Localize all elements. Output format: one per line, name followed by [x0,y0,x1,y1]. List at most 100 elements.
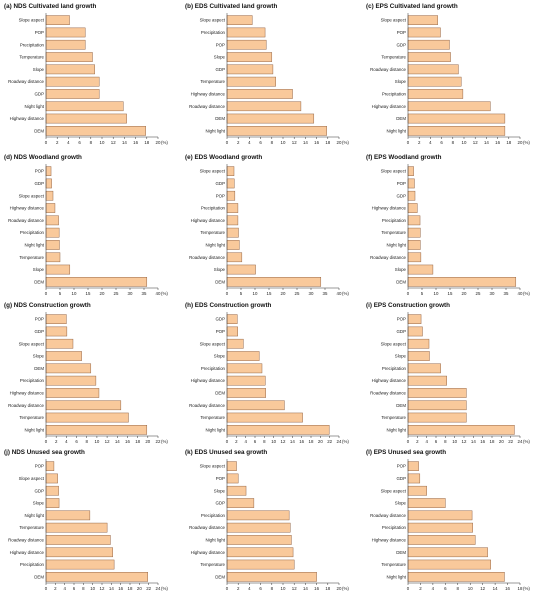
panel-11-tick-label: 12 [292,586,297,591]
panel-8-bar [226,412,303,423]
panel-7-bar [45,400,122,411]
panel-2-bar [226,15,253,25]
panel-8-category-label: DEM [215,390,225,395]
panel-1-bar [45,126,146,136]
panel-6-tick-label: 0 [407,291,410,296]
panel-1-bar [45,64,95,75]
panel-8-category-label: Night light [205,427,225,432]
panel-6-bar [407,203,418,213]
panel-2-bar [226,27,266,38]
panel-12-tick-label: 2 [419,586,422,591]
panel-9-tick-label: 24 [518,439,523,444]
panel-12-bar [407,498,446,508]
panel-11-category-label: GDP [215,501,225,506]
panel-8-category-label: Highway distance [191,378,226,383]
panel-6-bar [407,277,517,287]
panel-6-category-label: Highway distance [372,206,407,211]
panel-10-bar [45,547,113,558]
panel-12-category-label: POP [397,464,406,469]
panel-1-category-label: Slope [33,67,45,72]
panel-4-title: (d) NDS Woodland growth [4,154,82,161]
panel-8-title: (h) EDS Construction growth [185,302,272,309]
panel-3-bar [407,27,441,38]
panel-12-unit-label: (%) [523,586,530,591]
panel-7-tick-label: 18 [135,439,140,444]
panel-6-tick-label: 15 [448,291,453,296]
panel-2-category-label: Roadway distance [189,104,225,109]
panel-10-category-label: Night light [24,513,44,518]
panel-2-category-label: DEM [215,116,225,121]
panel-1-category-label: Precipitation [20,42,45,47]
panel-1-tick-label: 16 [133,140,138,145]
panel-10-title: (j) NDS Unused sea growth [4,449,85,456]
panel-11-bar [226,485,247,496]
panel-7-category-label: Slope [33,354,45,359]
panel-4-bar [45,252,61,263]
panel-2-title: (b) EDS Cultivated land growth [185,3,278,10]
panel-11-bar [226,510,290,521]
panel-11-tick-label: 16 [314,586,319,591]
panel-11-category-label: Precipitation [201,513,226,518]
panel-4-bar [45,166,52,176]
panel-7-bar [45,388,100,398]
panel-9-tick-label: 18 [490,439,495,444]
panel-9-bar [407,412,467,423]
panel-8-category-label: GDP [215,317,225,322]
panel-4-tick-label: 10 [72,291,77,296]
panel-3-tick-label: 4 [429,140,432,145]
panel-10-bar [45,559,115,570]
panel-6-bar [407,240,421,250]
panel-8-tick-label: 20 [318,439,323,444]
panel-3-category-label: Night light [386,128,406,133]
panel-3-tick-label: 10 [462,140,467,145]
panel-9-category-label: POP [397,317,406,322]
panel-4-category-label: Slope aspect [19,193,45,198]
panel-9-bar [407,338,430,349]
panel-1-bar [45,52,93,62]
panel-3-tick-label: 18 [506,140,511,145]
panel-7-bar [45,326,68,337]
panel-1-category-label: Temperature [19,55,44,60]
panel-8-bar [226,326,238,337]
panel-12-bar [407,510,473,521]
panel-3-tick-label: 20 [518,140,523,145]
panel-11-tick-label: 8 [271,586,274,591]
panel-8-category-label: POP [216,329,225,334]
panel-7-category-label: Roadway distance [8,403,44,408]
panel-1-tick-label: 10 [100,140,105,145]
panel-3-tick-label: 16 [495,140,500,145]
panel-8-tick-label: 22 [327,439,332,444]
panel-3-category-label: Temperature [381,55,406,60]
panel-9-tick-label: 12 [462,439,467,444]
panel-8-tick-label: 10 [271,439,276,444]
panel-3-category-label: DEM [396,116,406,121]
panel-3-category-label: POP [397,30,406,35]
panel-5-bar [226,240,240,250]
panel-1-bar [45,27,86,38]
panel-5-category-label: Precipitation [201,206,226,211]
panel-10-tick-label: 0 [45,586,48,591]
panel-9-category-label: Precipitation [382,366,407,371]
panel-5-category-label: Highway distance [191,218,226,223]
panel-11-category-label: Highway distance [191,550,226,555]
panel-7-bar [45,338,74,349]
panel-5-bar [226,203,239,213]
panel-1-tick-label: 2 [56,140,59,145]
panel-12-tick-label: 4 [432,586,435,591]
panel-10-category-label: Highway distance [10,550,45,555]
panel-10-category-label: Slope [33,501,45,506]
panel-1-tick-label: 14 [122,140,127,145]
panel-12-tick-label: 8 [457,586,460,591]
panel-2-tick-label: 6 [259,140,262,145]
panel-11-tick-label: 10 [281,586,286,591]
panel-12-category-label: Temperature [381,562,406,567]
panel-2-category-label: Highway distance [191,91,226,96]
panel-2-bar [226,64,274,75]
panel-4-bar [45,203,56,213]
panel-9-bar [407,400,467,411]
panel-10-bar [45,461,55,471]
panel-6-category-label: POP [397,181,406,186]
panel-11-tick-label: 0 [226,586,229,591]
panel-8-tick-label: 8 [263,439,266,444]
